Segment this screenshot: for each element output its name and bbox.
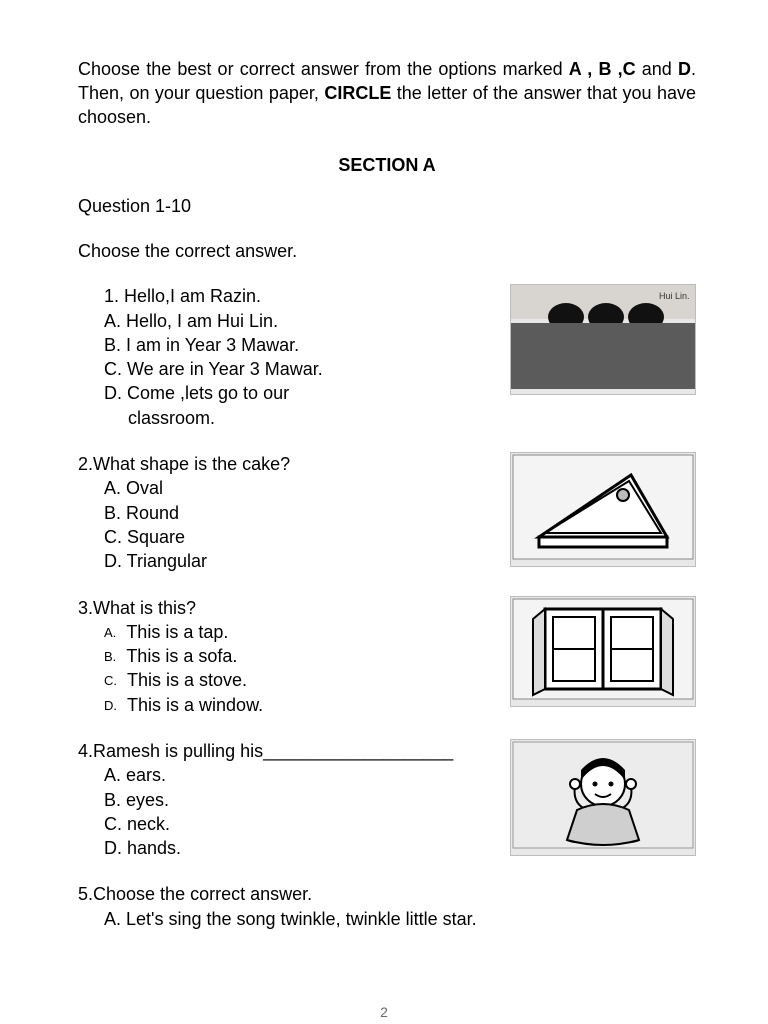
q3-option-c: C. This is a stove. [78, 668, 492, 692]
q3-figure [510, 596, 696, 707]
q3-option-b: B. This is a sofa. [78, 644, 492, 668]
q2-option-a: A. Oval [78, 476, 492, 500]
q1-option-a: A. Hello, I am Hui Lin. [78, 309, 492, 333]
q1-stem: 1. Hello,I am Razin. [78, 284, 492, 308]
q1-option-c: C. We are in Year 3 Mawar. [78, 357, 492, 381]
section-title: SECTION A [78, 155, 696, 176]
page-number: 2 [0, 1004, 768, 1020]
svg-text:Hui Lin.: Hui Lin. [659, 291, 690, 301]
question-4: 4.Ramesh is pulling his_________________… [78, 739, 696, 860]
q1-option-d: D. Come ,lets go to our [78, 381, 492, 405]
q2-stem: 2.What shape is the cake? [78, 452, 492, 476]
instructions-text: Choose the best or correct answer from t… [78, 58, 696, 129]
q4-blank: ___________________ [263, 741, 453, 761]
sub-instruction: Choose the correct answer. [78, 241, 696, 262]
question-1: 1. Hello,I am Razin. A. Hello, I am Hui … [78, 284, 696, 430]
question-range: Question 1-10 [78, 196, 696, 217]
q3-stem: 3.What is this? [78, 596, 492, 620]
question-2: 2.What shape is the cake? A. Oval B. Rou… [78, 452, 696, 573]
q1-option-b: B. I am in Year 3 Mawar. [78, 333, 492, 357]
q1-option-d-line2: classroom. [78, 406, 492, 430]
q2-option-d: D. Triangular [78, 549, 492, 573]
q4-figure [510, 739, 696, 856]
q2-option-b: B. Round [78, 501, 492, 525]
question-5: 5.Choose the correct answer. A. Let's si… [78, 882, 696, 931]
q4-stem: 4.Ramesh is pulling his_________________… [78, 739, 492, 763]
q4-option-d: D. hands. [78, 836, 492, 860]
q1-figure: Hui Lin. [510, 284, 696, 395]
question-3: 3.What is this? A. This is a tap. B. Thi… [78, 596, 696, 717]
q2-figure [510, 452, 696, 567]
q4-option-a: A. ears. [78, 763, 492, 787]
q5-option-a: A. Let's sing the song twinkle, twinkle … [78, 907, 696, 931]
q4-option-b: B. eyes. [78, 788, 492, 812]
q5-stem: 5.Choose the correct answer. [78, 882, 696, 906]
q3-option-d: D. This is a window. [78, 693, 492, 717]
q4-option-c: C. neck. [78, 812, 492, 836]
q2-option-c: C. Square [78, 525, 492, 549]
q3-option-a: A. This is a tap. [78, 620, 492, 644]
